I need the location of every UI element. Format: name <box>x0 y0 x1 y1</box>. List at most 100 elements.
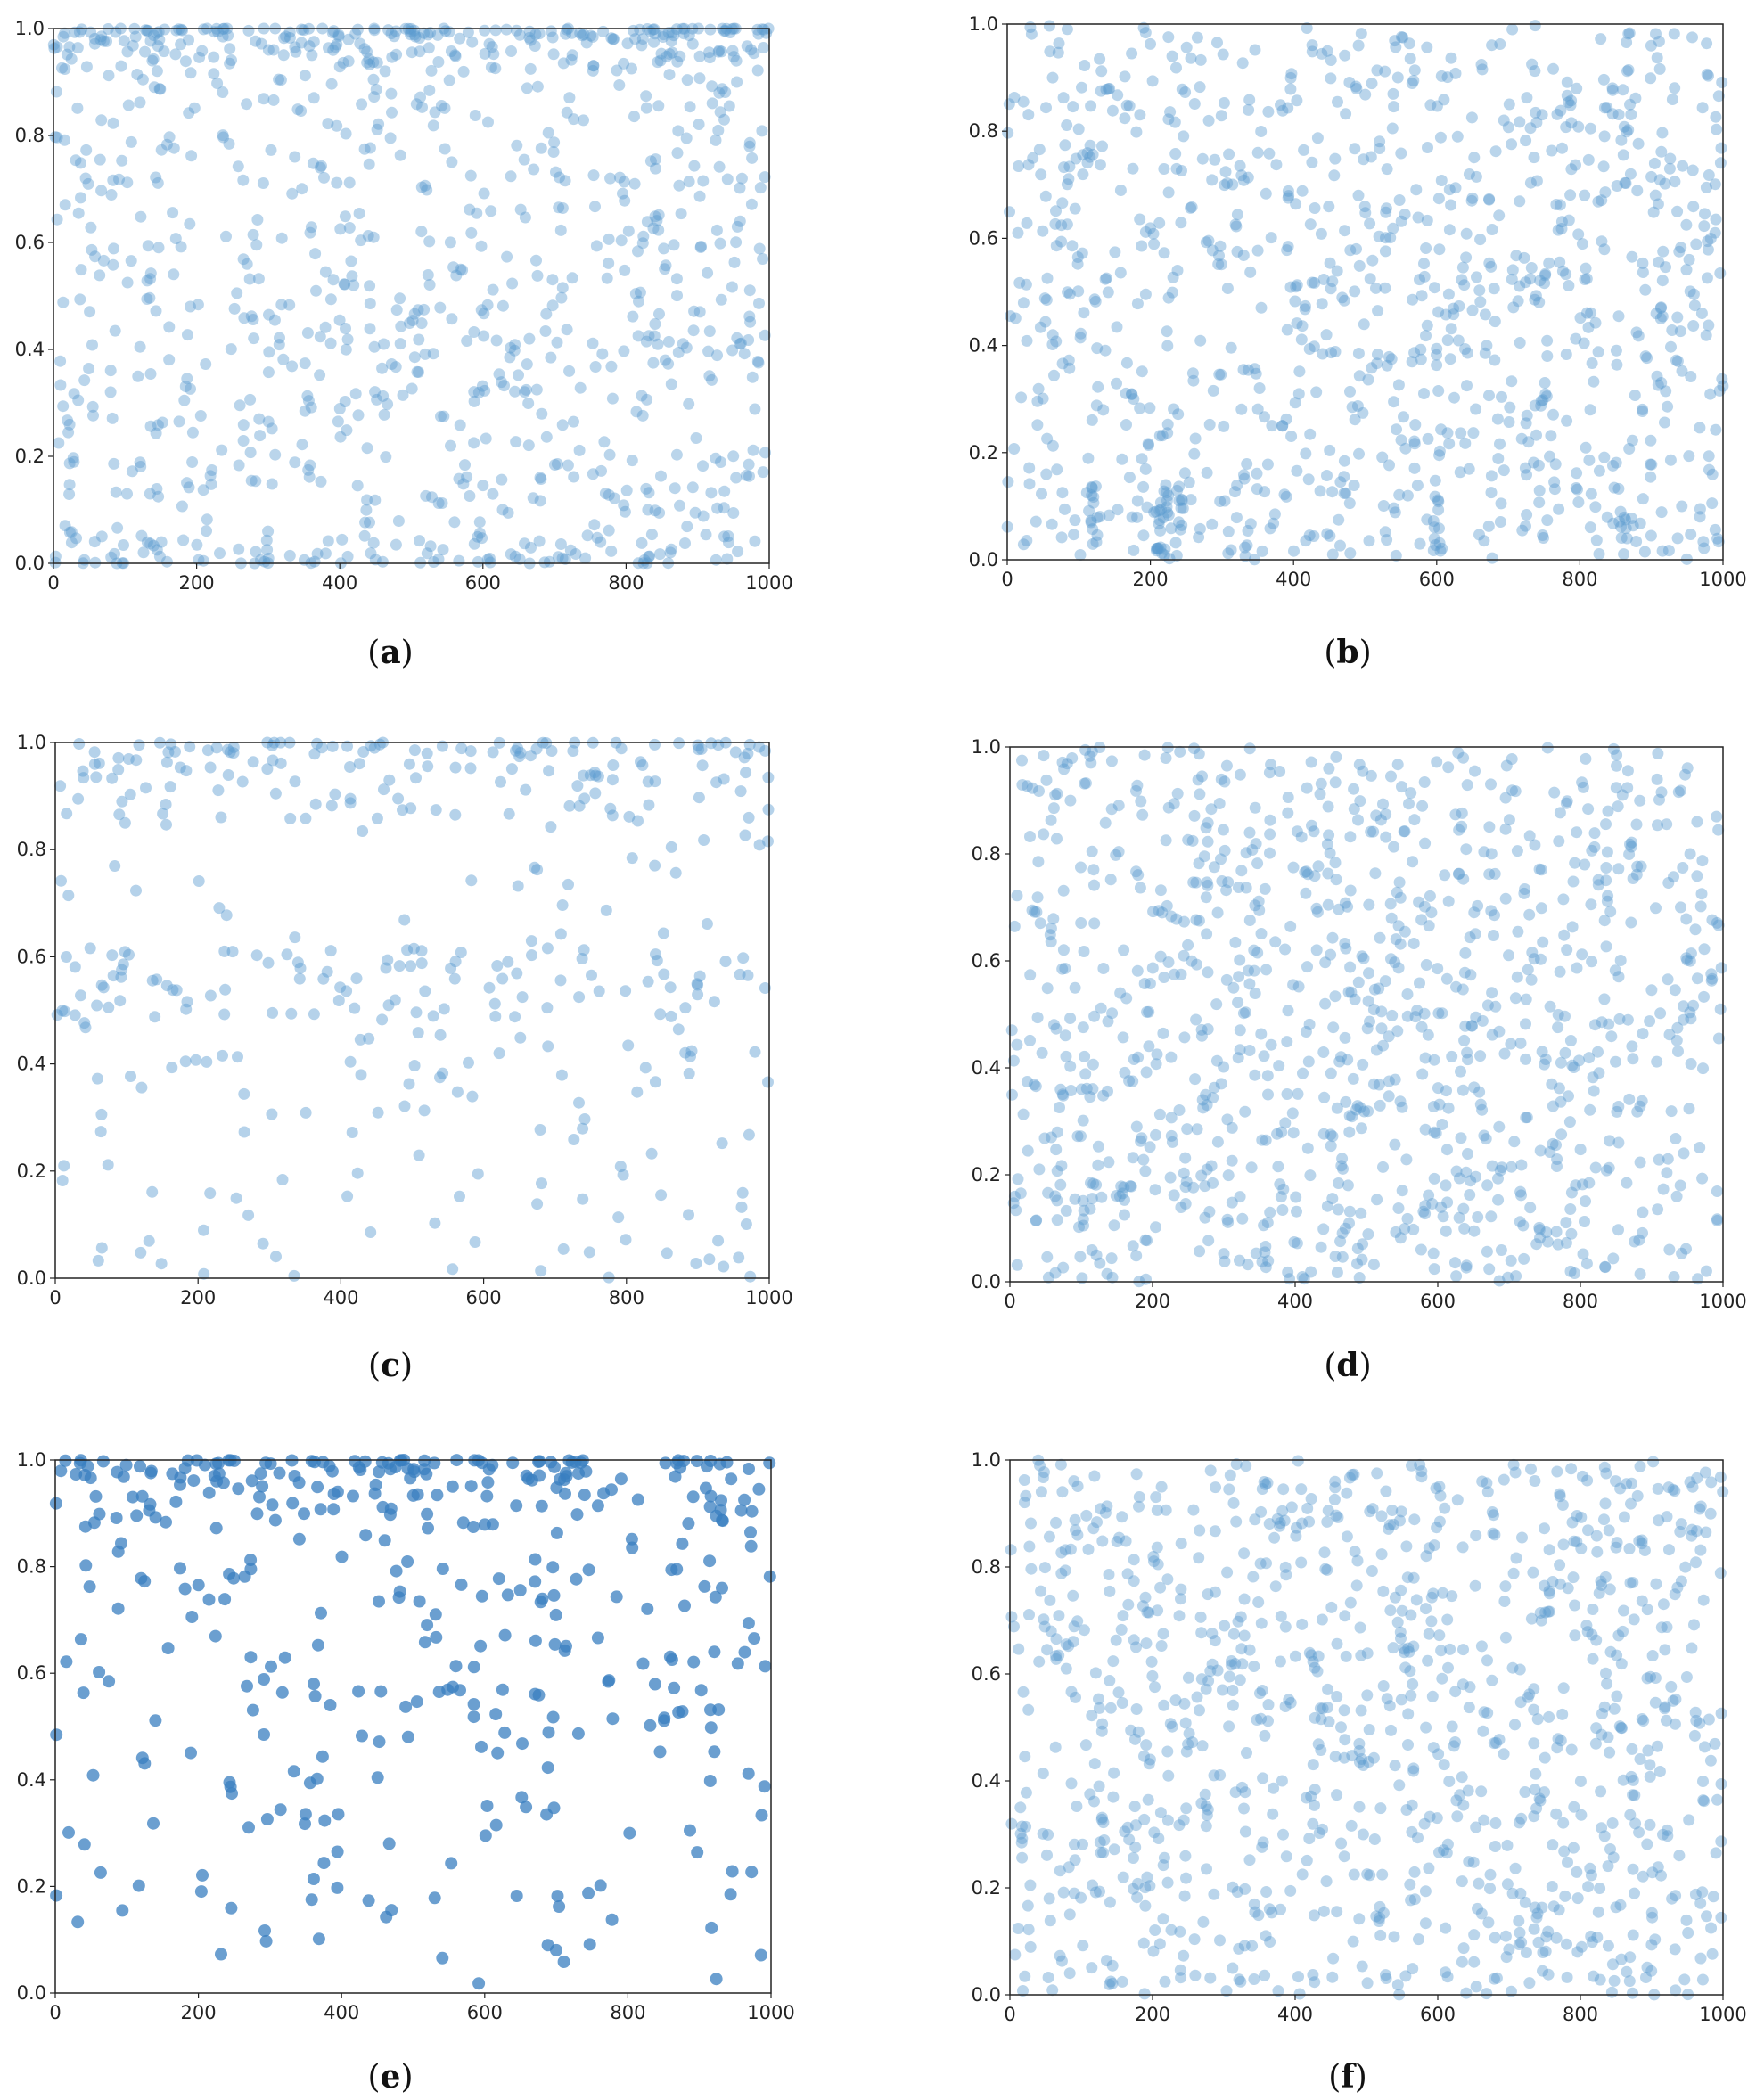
data-point <box>1054 1102 1065 1113</box>
data-point <box>1344 831 1357 843</box>
data-point <box>1322 800 1334 813</box>
data-point <box>573 1096 585 1109</box>
data-point <box>1314 788 1326 800</box>
data-point <box>218 1008 231 1021</box>
data-point <box>1582 803 1595 816</box>
data-point <box>1699 1466 1711 1479</box>
data-point <box>556 552 569 564</box>
data-point <box>1474 296 1487 308</box>
data-point <box>1202 816 1214 829</box>
data-point <box>1676 1247 1688 1259</box>
data-point <box>1534 275 1547 287</box>
data-point <box>351 480 364 492</box>
data-point <box>1601 102 1613 114</box>
data-point <box>1162 1769 1175 1782</box>
data-point <box>459 459 471 472</box>
data-point <box>241 258 253 270</box>
data-point <box>369 386 382 398</box>
data-point <box>1645 1670 1656 1683</box>
data-point <box>1588 827 1601 840</box>
data-point <box>1306 156 1318 168</box>
data-point <box>505 341 517 354</box>
data-point <box>1523 1977 1536 1989</box>
data-point <box>1377 1680 1390 1692</box>
data-point <box>1458 279 1471 291</box>
data-point <box>1484 1868 1497 1881</box>
data-point <box>1047 913 1060 925</box>
data-point <box>1623 849 1636 860</box>
data-point <box>368 1487 382 1500</box>
data-point <box>1530 106 1542 119</box>
data-point <box>1618 1511 1630 1523</box>
data-point <box>1031 395 1044 407</box>
data-point <box>1301 1502 1314 1514</box>
data-point <box>269 448 282 461</box>
data-point <box>130 884 142 897</box>
data-point <box>1157 1913 1169 1925</box>
data-point <box>106 949 119 962</box>
data-point <box>1645 1965 1658 1977</box>
data-point <box>419 179 431 192</box>
data-point <box>357 825 369 837</box>
data-point <box>192 1579 205 1592</box>
data-point <box>1688 299 1701 312</box>
data-point <box>1391 423 1402 436</box>
data-point <box>213 902 226 915</box>
data-point <box>1118 944 1130 956</box>
data-point <box>1571 1866 1583 1878</box>
data-point <box>744 1526 757 1539</box>
data-point <box>1429 490 1441 503</box>
data-point <box>743 458 755 471</box>
data-point <box>54 379 67 391</box>
data-point <box>1407 1640 1420 1653</box>
data-point <box>332 995 345 1006</box>
data-point <box>1501 1878 1514 1891</box>
data-point <box>1070 152 1082 165</box>
data-point <box>1584 521 1596 534</box>
data-point <box>1035 168 1047 181</box>
data-point <box>109 547 120 560</box>
data-point <box>242 1821 255 1834</box>
data-point <box>173 415 185 428</box>
data-point <box>1266 1907 1278 1919</box>
data-point <box>1326 275 1339 288</box>
data-point <box>659 1456 672 1470</box>
data-point <box>70 154 82 167</box>
data-point <box>1102 1015 1114 1028</box>
data-point <box>1430 1482 1442 1495</box>
y-tick-label: 1.0 <box>17 732 46 753</box>
data-point <box>1278 488 1291 501</box>
data-point <box>1418 258 1430 270</box>
data-point <box>1383 350 1395 363</box>
data-point <box>749 535 761 547</box>
data-point <box>516 1737 529 1751</box>
data-point <box>1349 993 1361 1005</box>
data-point <box>1076 247 1088 259</box>
data-point <box>1680 264 1693 276</box>
data-point <box>1068 1887 1080 1899</box>
data-point <box>75 192 86 204</box>
data-point <box>1057 1261 1070 1274</box>
data-point <box>1640 1972 1652 1983</box>
data-point <box>1681 762 1694 775</box>
data-point <box>1136 240 1148 252</box>
data-point <box>655 1189 668 1202</box>
data-point <box>1461 1046 1473 1059</box>
data-point <box>634 286 646 299</box>
data-point <box>1280 1850 1292 1863</box>
data-point <box>1483 257 1496 269</box>
data-point <box>514 1031 527 1044</box>
data-point <box>51 131 63 144</box>
data-point <box>1380 831 1392 843</box>
data-point <box>1040 102 1052 114</box>
data-point <box>403 758 415 770</box>
data-point <box>1053 37 1065 50</box>
data-point <box>1587 1653 1599 1665</box>
data-point <box>1418 1007 1431 1020</box>
data-point <box>1568 1535 1580 1547</box>
data-point <box>454 1190 465 1202</box>
data-point <box>1521 409 1533 422</box>
data-point <box>618 176 630 188</box>
y-tick-label: 0.8 <box>15 125 45 146</box>
